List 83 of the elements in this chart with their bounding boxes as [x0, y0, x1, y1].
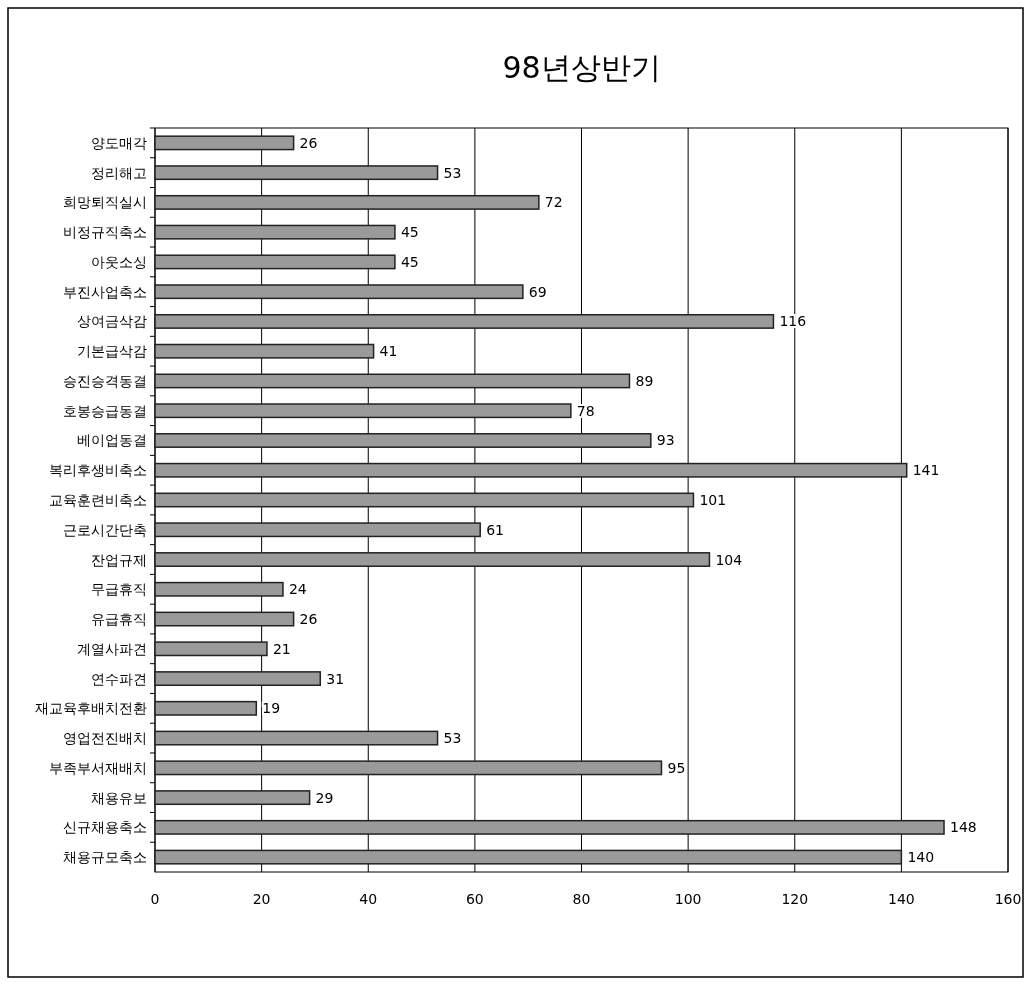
data-label: 141	[912, 462, 940, 479]
bar	[154, 135, 295, 151]
y-tick-label: 유급휴직	[91, 611, 147, 628]
bar	[154, 313, 775, 329]
data-label: 53	[443, 730, 462, 747]
y-tick-label: 계열사파견	[77, 640, 147, 657]
y-tick-label: 신규채용축소	[63, 819, 147, 836]
data-label: 24	[288, 581, 307, 598]
y-tick-label: 교육훈련비축소	[49, 492, 147, 508]
bar	[154, 462, 908, 478]
bar	[154, 403, 572, 419]
y-tick-label: 재교육후배치전환	[35, 700, 147, 717]
bar	[154, 224, 396, 240]
bar	[154, 165, 439, 181]
data-label: 45	[400, 224, 419, 241]
chart-title: 98년상반기	[502, 50, 661, 85]
bar	[154, 581, 284, 597]
data-label: 93	[656, 432, 675, 449]
bar	[154, 611, 295, 627]
y-tick-label: 채용유보	[91, 789, 147, 806]
y-tick-label: 복리후생비축소	[49, 462, 147, 479]
x-tick-label: 140	[888, 891, 915, 907]
bar	[154, 254, 396, 270]
bar	[154, 433, 652, 448]
y-tick-label: 근로시간단축	[63, 521, 147, 538]
y-tick-label: 양도매각	[91, 134, 147, 151]
bar	[154, 492, 695, 508]
data-label: 21	[272, 640, 291, 657]
data-label: 41	[379, 343, 398, 360]
y-tick-label: 기본급삭감	[77, 343, 147, 360]
x-tick-label: 20	[252, 891, 271, 907]
bar	[154, 671, 322, 687]
data-label: 26	[299, 611, 318, 628]
bar	[154, 284, 524, 300]
x-tick-label: 0	[150, 891, 160, 907]
bar	[154, 700, 258, 716]
y-tick-label: 잔업규제	[91, 551, 147, 568]
bar	[154, 760, 663, 776]
y-tick-label: 무급휴직	[91, 581, 147, 598]
data-label: 19	[262, 700, 281, 717]
x-tick-label: 120	[781, 891, 809, 907]
data-label: 26	[299, 134, 318, 151]
x-tick-label: 80	[572, 891, 591, 907]
data-label: 69	[528, 283, 547, 300]
y-tick-label: 비정규직축소	[63, 224, 147, 241]
y-tick-label: 상여금삭감	[77, 313, 147, 330]
data-label: 101	[699, 492, 727, 508]
bar	[154, 819, 945, 835]
x-tick-label: 160	[994, 891, 1022, 907]
data-label: 61	[486, 521, 505, 538]
y-tick-label: 영업전진배치	[63, 730, 147, 747]
bar	[154, 522, 481, 538]
bar	[154, 343, 375, 359]
bar	[154, 849, 903, 865]
y-tick-label: 희망퇴직실시	[63, 194, 147, 211]
y-tick-label: 부진사업축소	[63, 283, 147, 300]
y-tick-label: 정리해고	[91, 164, 147, 181]
y-tick-label: 부족부서재배치	[49, 759, 147, 776]
y-tick-label: 승진승격동결	[63, 372, 147, 389]
bar	[154, 790, 311, 806]
data-label: 45	[400, 253, 419, 270]
y-tick-label: 아웃소싱	[91, 253, 147, 270]
bar	[154, 641, 268, 657]
data-label: 53	[443, 164, 462, 181]
data-label: 72	[544, 194, 563, 211]
bar	[154, 730, 439, 746]
bar	[154, 552, 711, 567]
y-tick-label: 채용규모축소	[63, 849, 147, 866]
x-tick-label: 40	[359, 891, 378, 907]
bar	[154, 194, 540, 210]
x-tick-label: 100	[674, 891, 702, 907]
data-label: 148	[950, 819, 977, 836]
data-label: 104	[715, 551, 743, 568]
data-label: 29	[315, 789, 334, 806]
data-label: 140	[907, 849, 935, 866]
data-label: 89	[635, 372, 654, 389]
y-tick-label: 연수파견	[91, 670, 147, 687]
y-tick-label: 호봉승급동결	[63, 402, 147, 419]
y-tick-label: 베이업동결	[77, 432, 147, 449]
bar	[154, 373, 631, 389]
data-label: 95	[667, 759, 686, 776]
data-label: 31	[326, 670, 345, 687]
x-tick-label: 60	[465, 891, 484, 907]
